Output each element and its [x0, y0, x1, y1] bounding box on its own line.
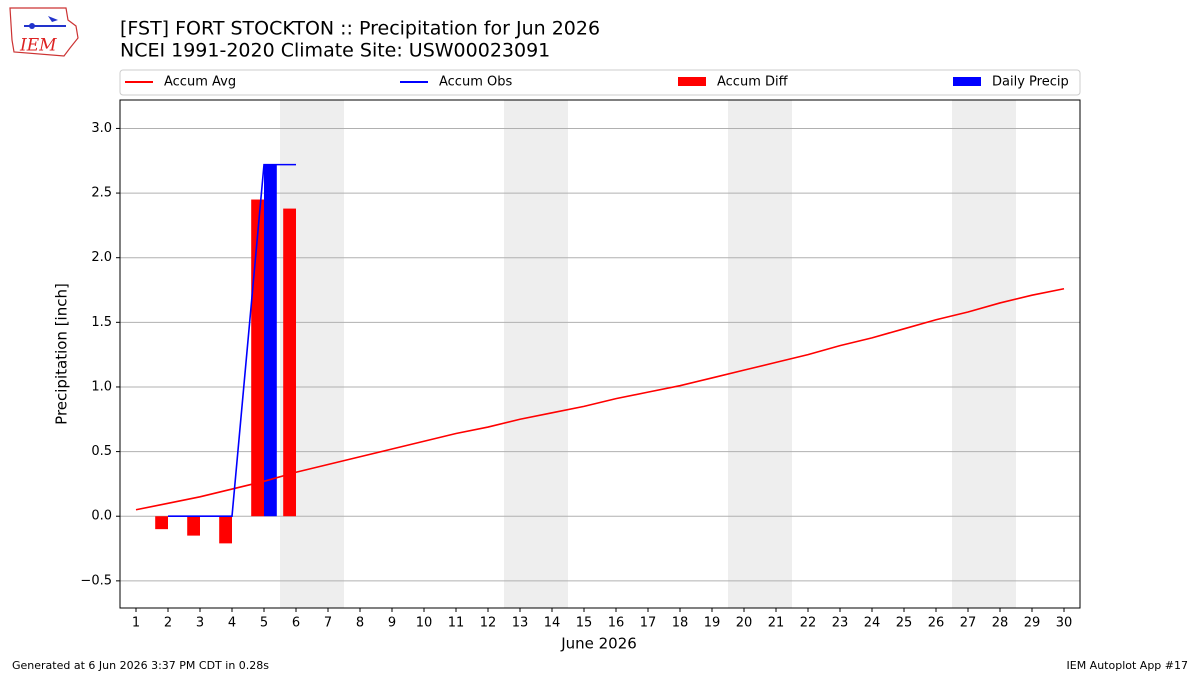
footer-right: IEM Autoplot App #17	[1067, 659, 1189, 672]
x-tick-label: 23	[832, 616, 849, 631]
x-tick-label: 6	[292, 616, 300, 631]
axes-frame	[119, 99, 1081, 609]
x-tick-label: 7	[324, 616, 332, 631]
bar	[251, 199, 264, 517]
weekend-shade	[728, 100, 792, 608]
chart-title: [FST] FORT STOCKTON :: Precipitation for…	[120, 18, 600, 40]
x-tick-label: 8	[356, 616, 364, 631]
legend-label: Accum Avg	[164, 75, 236, 90]
x-tick-label: 12	[480, 616, 497, 631]
x-tick-label: 16	[608, 616, 625, 631]
x-tick-label: 30	[1056, 616, 1073, 631]
bar	[219, 516, 232, 544]
x-tick-label: 10	[416, 616, 433, 631]
legend-label: Accum Obs	[439, 75, 512, 90]
bar	[155, 516, 168, 530]
logo-text: IEM	[19, 36, 57, 56]
x-tick-label: 25	[896, 616, 913, 631]
x-tick-label: 29	[1024, 616, 1041, 631]
x-tick-label: 11	[448, 616, 465, 631]
x-tick-label: 26	[928, 616, 945, 631]
x-tick-label: 20	[736, 616, 753, 631]
x-tick-label: 24	[864, 616, 881, 631]
x-axis-label: June 2026	[560, 635, 637, 653]
legend-label: Accum Diff	[717, 75, 789, 90]
x-tick-label: 2	[164, 616, 172, 631]
y-tick-label: 1.5	[91, 315, 112, 330]
y-tick-label: 2.5	[91, 186, 112, 201]
legend-swatch	[953, 77, 981, 86]
chart-subtitle: NCEI 1991-2020 Climate Site: USW00023091	[120, 40, 550, 62]
x-tick-label: 27	[960, 616, 977, 631]
line	[135, 287, 1065, 511]
y-tick-label: −0.5	[80, 573, 112, 588]
x-tick-label: 14	[544, 616, 561, 631]
x-tick-label: 22	[800, 616, 817, 631]
x-tick-label: 3	[196, 616, 204, 631]
logo: IEM	[9, 7, 79, 57]
y-tick-label: 0.5	[91, 444, 112, 459]
x-tick-label: 4	[228, 616, 236, 631]
x-tick-label: 19	[704, 616, 721, 631]
x-tick-label: 21	[768, 616, 785, 631]
legend	[119, 69, 1081, 96]
x-tick-label: 5	[260, 616, 268, 631]
y-tick-label: 2.0	[91, 250, 112, 265]
y-tick-label: 0.0	[91, 509, 112, 524]
y-tick-label: 3.0	[91, 121, 112, 136]
x-tick-label: 18	[672, 616, 689, 631]
weekend-shade	[504, 100, 568, 608]
y-axis-label: Precipitation [inch]	[53, 283, 71, 425]
x-tick-label: 28	[992, 616, 1009, 631]
x-tick-label: 13	[512, 616, 529, 631]
y-tick-label: 1.0	[91, 379, 112, 394]
weekend-shade	[952, 100, 1016, 608]
x-tick-label: 1	[132, 616, 140, 631]
legend-label: Daily Precip	[992, 75, 1069, 90]
x-tick-label: 15	[576, 616, 593, 631]
legend-swatch	[678, 77, 706, 86]
bar	[187, 516, 200, 536]
x-tick-label: 9	[388, 616, 396, 631]
line	[168, 163, 296, 518]
x-tick-label: 17	[640, 616, 657, 631]
footer-left: Generated at 6 Jun 2026 3:37 PM CDT in 0…	[12, 659, 269, 672]
bar	[283, 208, 296, 517]
bar	[264, 164, 277, 517]
